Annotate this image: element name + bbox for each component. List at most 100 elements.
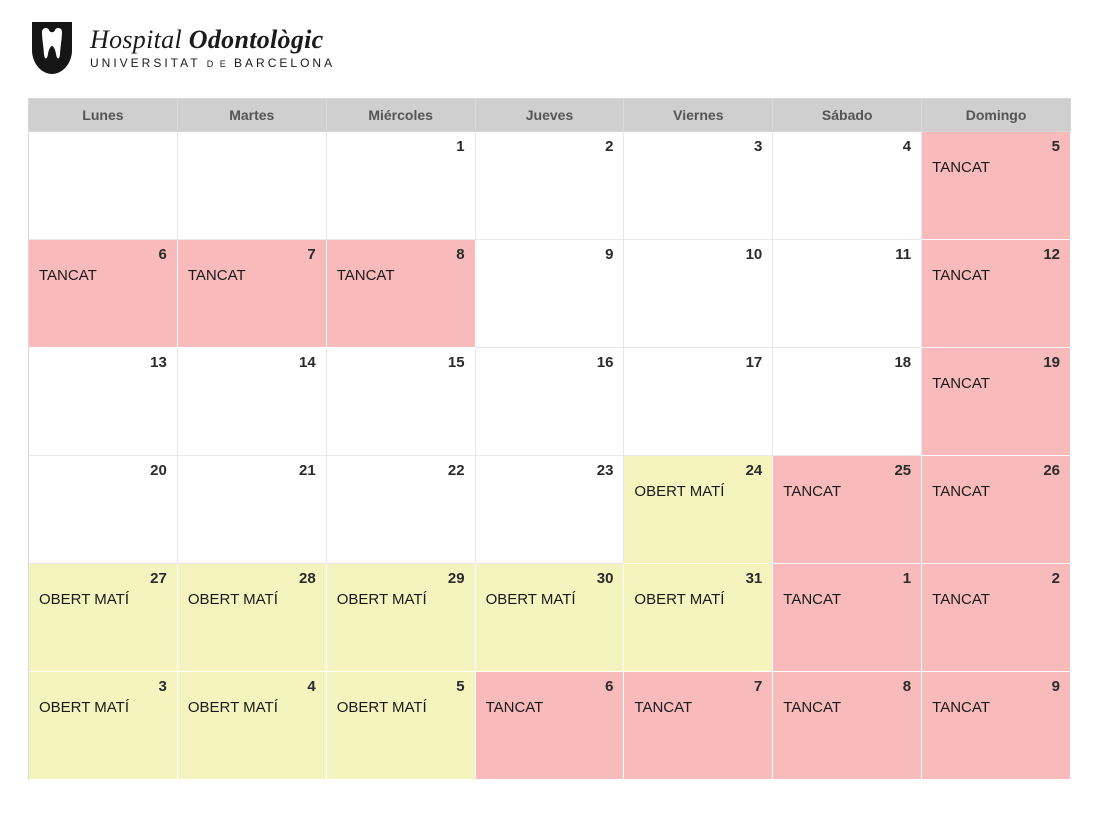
calendar-day: 15 [327,348,476,456]
day-number: 3 [39,678,167,695]
day-number: 9 [486,246,614,263]
calendar-day: 12TANCAT [922,240,1071,348]
day-status: TANCAT [783,483,911,500]
day-number: 3 [634,138,762,155]
day-status: TANCAT [783,591,911,608]
calendar-day: 23 [476,456,625,564]
day-status: TANCAT [486,699,614,716]
calendar-header: Viernes [624,99,773,132]
day-status: OBERT MATÍ [188,591,316,608]
day-number: 30 [486,570,614,587]
calendar-header: Sábado [773,99,922,132]
day-number: 25 [783,462,911,479]
day-status: TANCAT [932,699,1060,716]
day-number: 7 [634,678,762,695]
logo-title-prefix: Hospital [90,25,189,54]
day-status: OBERT MATÍ [337,699,465,716]
calendar-day: 4 OBERT MATÍ [178,672,327,780]
day-status: TANCAT [634,699,762,716]
calendar-header: Domingo [922,99,1071,132]
day-number: 5 [337,678,465,695]
day-number: 17 [634,354,762,371]
day-number: 27 [39,570,167,587]
calendar-day [29,132,178,240]
calendar-day: 22 [327,456,476,564]
day-status: TANCAT [188,267,316,284]
calendar-header: Lunes [29,99,178,132]
logo-subtitle: UNIVERSITAT D E BARCELONA [90,57,335,70]
calendar-day: 20 [29,456,178,564]
day-number: 16 [486,354,614,371]
logo: Hospital Odontològic UNIVERSITAT D E BAR… [28,20,1071,76]
calendar-grid: LunesMartesMiércolesJuevesViernesSábadoD… [28,98,1071,780]
day-status: OBERT MATÍ [634,483,762,500]
calendar-day: 17 [624,348,773,456]
calendar-day: 7TANCAT [178,240,327,348]
logo-title-bold: Odontològic [189,25,324,54]
calendar-day: 8 TANCAT [327,240,476,348]
calendar-day: 6 TANCAT [29,240,178,348]
day-number: 13 [39,354,167,371]
day-number: 21 [188,462,316,479]
day-status: OBERT MATÍ [39,591,167,608]
calendar-header: Martes [178,99,327,132]
calendar-day: 3 [624,132,773,240]
day-number: 10 [634,246,762,263]
day-number: 9 [932,678,1060,695]
calendar-day: 9 TANCAT [922,672,1071,780]
logo-sub-de: D E [207,59,228,69]
day-status: TANCAT [783,699,911,716]
calendar-day: 30 OBERT MATÍ [476,564,625,672]
calendar-day: 11 [773,240,922,348]
logo-title: Hospital Odontològic [90,26,335,53]
day-number: 11 [783,246,911,263]
day-status: OBERT MATÍ [486,591,614,608]
day-number: 8 [783,678,911,695]
calendar-day: 27 OBERT MATÍ [29,564,178,672]
day-number: 14 [188,354,316,371]
calendar-day: 31 OBERT MATÍ [624,564,773,672]
calendar-day: 1TANCAT [773,564,922,672]
day-number: 12 [932,246,1060,263]
day-number: 8 [337,246,465,263]
calendar-header: Jueves [476,99,625,132]
day-number: 15 [337,354,465,371]
calendar-day: 2TANCAT [922,564,1071,672]
day-number: 6 [486,678,614,695]
day-status: OBERT MATÍ [634,591,762,608]
calendar-day: 28 OBERT MATÍ [178,564,327,672]
logo-text: Hospital Odontològic UNIVERSITAT D E BAR… [90,26,335,70]
calendar-day: 29OBERT MATÍ [327,564,476,672]
calendar-day: 5 OBERT MATÍ [327,672,476,780]
day-number: 28 [188,570,316,587]
calendar-day: 24 OBERT MATÍ [624,456,773,564]
day-number: 4 [783,138,911,155]
day-number: 29 [337,570,465,587]
day-number: 2 [486,138,614,155]
day-number: 31 [634,570,762,587]
day-number: 24 [634,462,762,479]
day-status: OBERT MATÍ [39,699,167,716]
calendar-day: 3 OBERT MATÍ [29,672,178,780]
day-status: TANCAT [337,267,465,284]
day-number: 22 [337,462,465,479]
logo-sub-a: UNIVERSITAT [90,56,200,70]
calendar-day: 16 [476,348,625,456]
day-status: TANCAT [39,267,167,284]
day-status: TANCAT [932,483,1060,500]
calendar-day: 14 [178,348,327,456]
calendar-day: 7 TANCAT [624,672,773,780]
calendar-header: Miércoles [327,99,476,132]
calendar-day: 1 [327,132,476,240]
day-number: 23 [486,462,614,479]
day-number: 18 [783,354,911,371]
calendar-day: 13 [29,348,178,456]
calendar-day: 21 [178,456,327,564]
day-number: 4 [188,678,316,695]
day-number: 6 [39,246,167,263]
day-status: OBERT MATÍ [188,699,316,716]
calendar-day: 5TANCAT [922,132,1071,240]
calendar-day: 2 [476,132,625,240]
calendar-day: 8 TANCAT [773,672,922,780]
calendar-day: 18 [773,348,922,456]
